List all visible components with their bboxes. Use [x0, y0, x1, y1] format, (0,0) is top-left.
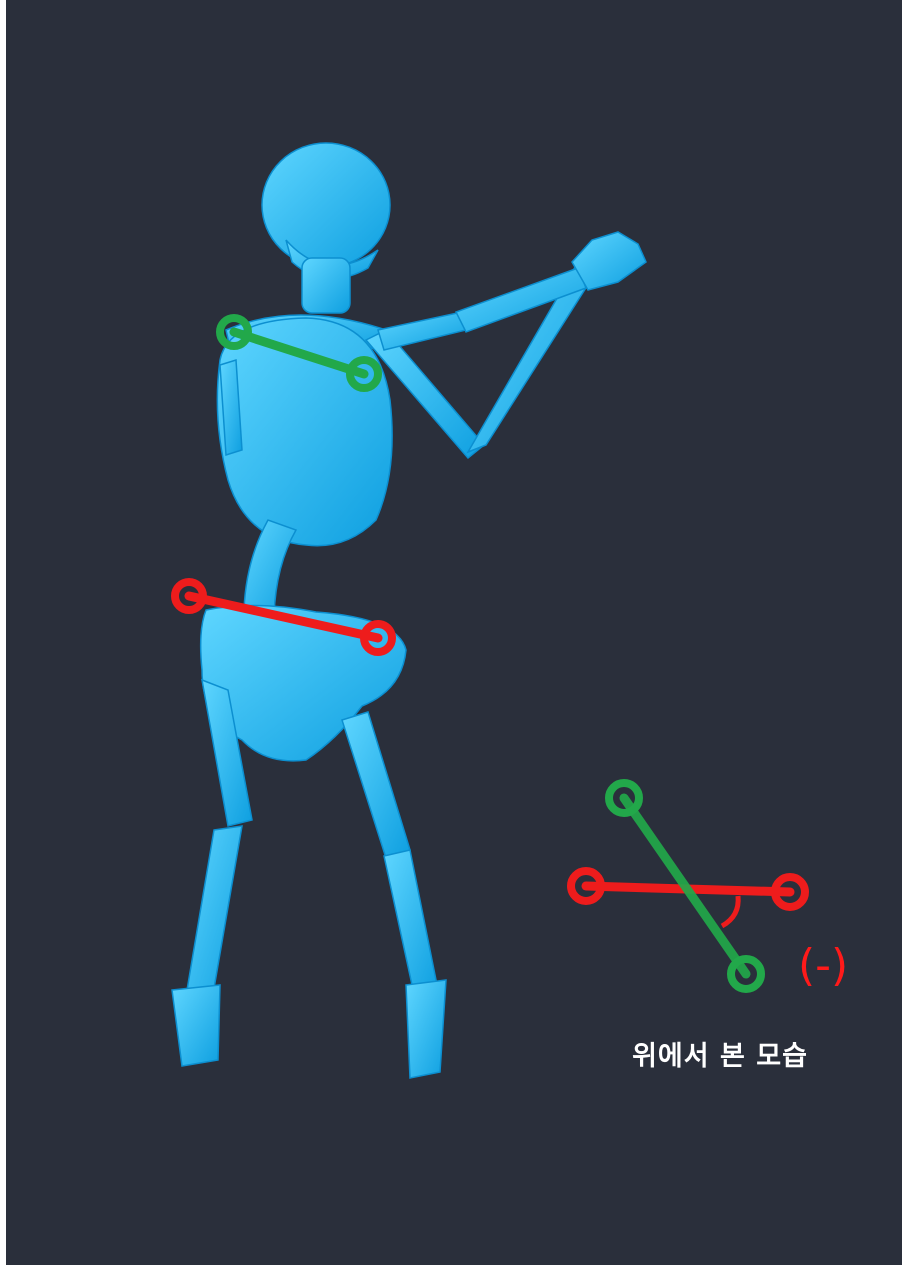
skull — [261, 142, 391, 268]
top-view-diagram-icon — [567, 779, 809, 993]
tibia-left — [185, 825, 243, 1001]
upper-arm-left — [377, 311, 467, 351]
skeleton-scene — [171, 142, 809, 1079]
rotation-sign: (-) — [798, 940, 849, 991]
hand — [571, 231, 647, 291]
spine — [243, 519, 298, 616]
tibia-right — [383, 849, 439, 995]
arm-near-body — [219, 359, 243, 456]
femur-right — [341, 711, 411, 859]
top-view-caption: 위에서 본 모습 — [632, 1041, 808, 1072]
skeleton-figure-icon — [171, 142, 647, 1079]
femur-left — [201, 678, 253, 827]
neck — [301, 257, 351, 314]
foot-left — [171, 984, 221, 1067]
pelvis-marker-icon — [171, 578, 396, 656]
angle-arc-icon — [720, 895, 741, 929]
foot-right — [405, 979, 447, 1079]
shoulder-marker-icon — [216, 314, 382, 392]
figure-canvas: (-) 위에서 본 모습 — [6, 0, 902, 1265]
